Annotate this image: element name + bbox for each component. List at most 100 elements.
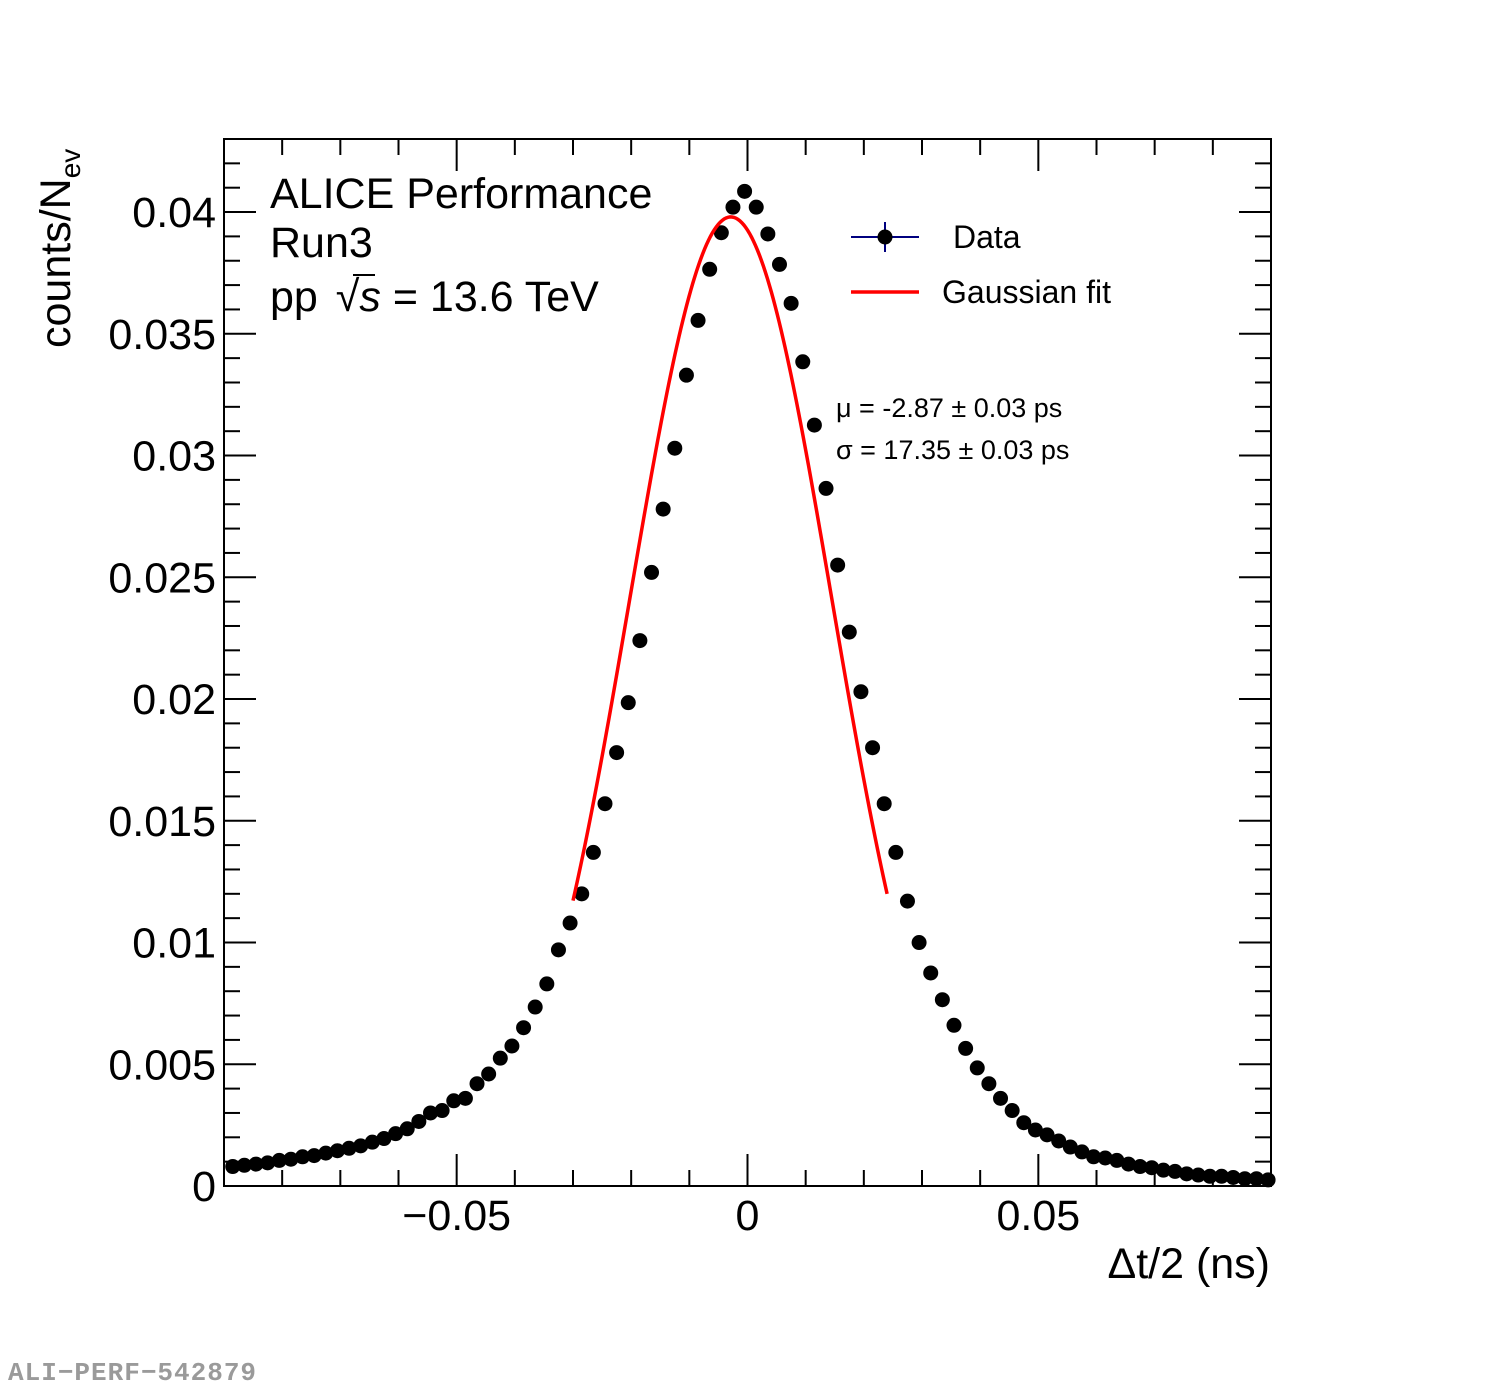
y-tick-label: 0.005 — [108, 1041, 216, 1089]
data-point — [690, 312, 706, 328]
data-point — [399, 1121, 415, 1137]
banner-line-3: pp √s = 13.6 TeV — [270, 273, 599, 321]
data-point — [574, 886, 590, 902]
data-point — [981, 1076, 997, 1092]
banner-energy: = 13.6 TeV — [381, 273, 599, 321]
data-point — [271, 1152, 287, 1168]
y-tick-label: 0.035 — [108, 311, 216, 359]
data-point — [225, 1159, 241, 1175]
data-point — [1202, 1168, 1218, 1184]
data-point — [876, 796, 892, 812]
data-point — [737, 183, 753, 199]
data-point — [283, 1151, 299, 1167]
x-tick-label: 0 — [736, 1192, 760, 1240]
data-point — [969, 1060, 985, 1076]
data-point — [388, 1126, 404, 1142]
plot-frame — [223, 138, 1272, 1187]
x-tick-label: 0.05 — [996, 1192, 1080, 1240]
data-point — [364, 1134, 380, 1150]
data-point — [562, 915, 578, 931]
data-point — [1109, 1152, 1125, 1168]
data-point — [539, 976, 555, 992]
data-point — [457, 1090, 473, 1106]
data-point — [341, 1140, 357, 1156]
data-point — [422, 1105, 438, 1121]
data-point — [1190, 1167, 1206, 1183]
data-point — [865, 740, 881, 756]
data-point — [818, 480, 834, 496]
data-point — [248, 1156, 264, 1172]
data-point — [597, 796, 613, 812]
data-point — [667, 440, 683, 456]
data-point — [1214, 1168, 1230, 1184]
data-series — [225, 183, 1276, 1188]
data-point — [853, 684, 869, 700]
legend: Data Gaussian fit — [851, 219, 1111, 310]
data-point — [504, 1038, 520, 1054]
data-point — [353, 1138, 369, 1154]
data-point — [492, 1050, 508, 1066]
data-point — [830, 557, 846, 573]
legend-data-marker — [851, 222, 919, 252]
data-point — [841, 624, 857, 640]
axis-ticks — [223, 138, 1272, 1187]
data-point — [911, 935, 927, 951]
figure-id-label: ALI−PERF−542879 — [8, 1358, 258, 1388]
data-point — [958, 1040, 974, 1056]
data-point — [1086, 1149, 1102, 1165]
data-point — [1039, 1127, 1055, 1143]
data-point — [934, 992, 950, 1008]
data-point — [946, 1017, 962, 1033]
data-point — [295, 1149, 311, 1165]
banner-sqrt: √ — [336, 273, 360, 321]
data-point — [1027, 1122, 1043, 1138]
data-point — [446, 1093, 462, 1109]
y-axis-title-main: counts/N — [32, 178, 80, 348]
data-point — [1062, 1139, 1078, 1155]
data-point — [376, 1131, 392, 1147]
banner-collision: pp — [270, 273, 318, 321]
data-point — [481, 1066, 497, 1082]
banner-line-2: Run3 — [270, 219, 373, 267]
data-point — [516, 1020, 532, 1036]
data-point — [1155, 1162, 1171, 1178]
data-point — [1120, 1156, 1136, 1172]
data-point — [260, 1155, 276, 1171]
data-point — [585, 844, 601, 860]
data-point — [1144, 1160, 1160, 1176]
data-point — [993, 1090, 1009, 1106]
data-point — [923, 965, 939, 981]
y-tick-label: 0 — [192, 1163, 216, 1211]
data-point — [1225, 1169, 1241, 1185]
y-axis-title: counts/Nev — [32, 149, 86, 348]
data-point — [1097, 1150, 1113, 1166]
data-point — [1016, 1115, 1032, 1131]
data-point — [318, 1145, 334, 1161]
data-point — [899, 893, 915, 909]
data-point — [702, 261, 718, 277]
fit-mu-annotation: μ = -2.87 ± 0.03 ps — [836, 393, 1062, 423]
x-tick-labels: −0.05 0 0.05 — [402, 1192, 1080, 1240]
data-point — [644, 564, 660, 580]
legend-data-label: Data — [953, 219, 1021, 255]
data-point — [783, 295, 799, 311]
data-point — [806, 417, 822, 433]
data-point — [434, 1103, 450, 1119]
y-tick-label: 0.02 — [132, 676, 216, 724]
data-point — [306, 1148, 322, 1164]
data-point — [620, 695, 636, 711]
data-point — [329, 1143, 345, 1159]
data-point — [1237, 1171, 1253, 1187]
banner-line-1: ALICE Performance — [270, 170, 652, 218]
data-point — [713, 225, 729, 241]
data-point — [678, 367, 694, 383]
y-tick-label: 0.025 — [108, 554, 216, 602]
banner-s: s — [359, 273, 381, 321]
data-point — [527, 999, 543, 1015]
data-point — [795, 354, 811, 370]
data-point — [469, 1076, 485, 1092]
x-axis-title: Δt/2 (ns) — [1107, 1240, 1270, 1288]
data-point — [748, 199, 764, 215]
y-tick-label: 0.03 — [132, 433, 216, 481]
